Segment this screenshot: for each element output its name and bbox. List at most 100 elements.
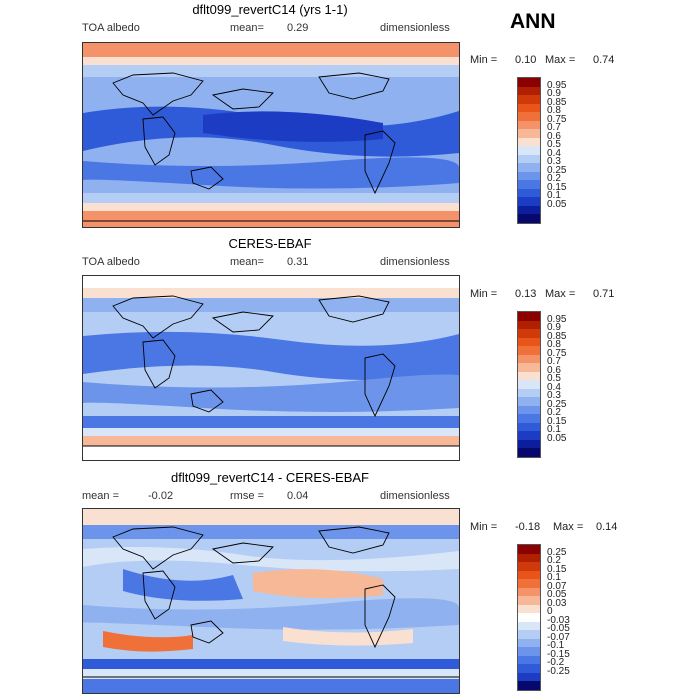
panel1-colorbar bbox=[517, 77, 541, 224]
colorbar-segment bbox=[518, 214, 540, 223]
panel1-min-value: 0.10 bbox=[515, 54, 537, 66]
colorbar-tick-label: 0.4 bbox=[547, 381, 561, 393]
colorbar-segment bbox=[518, 647, 540, 656]
panel3-coastlines bbox=[83, 526, 459, 678]
panel3-max-value: 0.14 bbox=[596, 521, 618, 533]
colorbar-tick-label: -0.05 bbox=[547, 623, 570, 634]
colorbar-segment bbox=[518, 86, 540, 95]
colorbar-segment bbox=[518, 346, 540, 355]
panel3-rmse-label: rmse = bbox=[230, 490, 264, 502]
colorbar-segment bbox=[518, 95, 540, 104]
colorbar-tick-label: 0.4 bbox=[547, 147, 561, 159]
colorbar-segment bbox=[518, 312, 540, 321]
colorbar-segment bbox=[518, 422, 540, 431]
colorbar-tick-label: 0.95 bbox=[547, 313, 567, 325]
panel2-max-value: 0.71 bbox=[593, 288, 615, 300]
colorbar-segment bbox=[518, 154, 540, 163]
panel3-mean-value: -0.02 bbox=[148, 490, 174, 502]
colorbar-tick-label: -0.1 bbox=[547, 640, 565, 651]
colorbar-segment bbox=[518, 371, 540, 380]
colorbar-segment bbox=[518, 621, 540, 630]
colorbar-tick-label: 0.15 bbox=[547, 181, 567, 193]
colorbar-tick-label: 0.03 bbox=[547, 597, 567, 609]
colorbar-tick-label: 0.1 bbox=[547, 572, 561, 583]
colorbar-tick-label: 0.25 bbox=[547, 546, 567, 558]
panel3-min-label: Min = bbox=[470, 521, 498, 533]
panel2-min-value: 0.13 bbox=[515, 288, 537, 300]
panel2-min-label: Min = bbox=[470, 288, 498, 300]
colorbar-segment bbox=[518, 120, 540, 129]
colorbar-tick-label: 0.8 bbox=[547, 339, 561, 350]
panel3-title: dflt099_revertC14 - CERES-EBAF bbox=[171, 470, 369, 485]
panel1-left-label: TOA albedo bbox=[82, 22, 140, 34]
colorbar-segment bbox=[518, 354, 540, 363]
colorbar-tick-label: 0.25 bbox=[547, 164, 567, 176]
colorbar-segment bbox=[518, 672, 540, 681]
panel1-min-label: Min = bbox=[470, 54, 498, 66]
panel1-mean-value: 0.29 bbox=[287, 22, 309, 34]
colorbar-segment bbox=[518, 337, 540, 346]
colorbar-tick-label: 0.85 bbox=[547, 330, 567, 342]
colorbar-tick-label: 0.05 bbox=[547, 589, 567, 600]
panel1-units: dimensionless bbox=[380, 22, 450, 34]
colorbar-tick-label: 0.1 bbox=[547, 190, 561, 201]
colorbar-segment bbox=[518, 664, 540, 673]
colorbar-segment bbox=[518, 630, 540, 639]
colorbar-segment bbox=[518, 579, 540, 588]
colorbar-segment bbox=[518, 112, 540, 121]
colorbar-segment bbox=[518, 587, 540, 596]
colorbar-segment bbox=[518, 137, 540, 146]
colorbar-segment bbox=[518, 363, 540, 372]
panel3-rmse-value: 0.04 bbox=[287, 490, 309, 502]
panel2-left-label: TOA albedo bbox=[82, 256, 140, 268]
panel2-title: CERES-EBAF bbox=[228, 236, 312, 251]
panel3-colorbar bbox=[517, 544, 541, 691]
panel2-map bbox=[82, 275, 460, 461]
colorbar-segment bbox=[518, 146, 540, 155]
panel2-mean-label: mean= bbox=[230, 256, 264, 268]
colorbar-segment bbox=[518, 205, 540, 214]
panel2-max-label: Max = bbox=[545, 288, 576, 300]
colorbar-tick-label: 0.9 bbox=[547, 322, 561, 333]
colorbar-segment bbox=[518, 397, 540, 406]
colorbar-segment bbox=[518, 431, 540, 440]
colorbar-tick-label: 0.6 bbox=[547, 130, 561, 142]
colorbar-segment bbox=[518, 329, 540, 338]
panel3-min-value: -0.18 bbox=[515, 521, 541, 533]
colorbar-segment bbox=[518, 613, 540, 622]
colorbar-tick-label: 0.75 bbox=[547, 113, 567, 125]
colorbar-tick-label: 0.2 bbox=[547, 407, 561, 418]
panel1-title: dflt099_revertC14 (yrs 1-1) bbox=[192, 2, 348, 17]
colorbar-tick-label: 0.15 bbox=[547, 415, 567, 427]
colorbar-tick-label: 0.07 bbox=[547, 580, 567, 592]
panel2-mean-value: 0.31 bbox=[287, 256, 309, 268]
colorbar-segment bbox=[518, 562, 540, 571]
panel1-map-svg bbox=[83, 43, 459, 227]
colorbar-tick-label: 0.7 bbox=[547, 356, 561, 367]
colorbar-tick-label: 0.85 bbox=[547, 96, 567, 108]
colorbar-tick-label: -0.07 bbox=[547, 631, 570, 643]
colorbar-segment bbox=[518, 655, 540, 664]
colorbar-segment bbox=[518, 439, 540, 448]
panel3-mean-label: mean = bbox=[82, 490, 119, 502]
colorbar-tick-label: -0.25 bbox=[547, 665, 570, 677]
colorbar-tick-label: 0.9 bbox=[547, 88, 561, 99]
panel1-max-value: 0.74 bbox=[593, 54, 615, 66]
colorbar-tick-label: 0.95 bbox=[547, 79, 567, 91]
panel2-map-svg bbox=[83, 276, 459, 460]
colorbar-segment bbox=[518, 448, 540, 457]
colorbar-segment bbox=[518, 545, 540, 554]
colorbar-tick-label: 0.05 bbox=[547, 198, 567, 210]
colorbar-tick-label: 0.3 bbox=[547, 390, 561, 401]
colorbar-segment bbox=[518, 103, 540, 112]
colorbar-tick-label: 0.3 bbox=[547, 156, 561, 167]
colorbar-tick-label: 0 bbox=[547, 606, 553, 617]
panel3-map bbox=[82, 508, 460, 694]
colorbar-tick-label: -0.15 bbox=[547, 648, 570, 660]
colorbar-tick-label: 0.75 bbox=[547, 347, 567, 359]
colorbar-segment bbox=[518, 596, 540, 605]
colorbar-segment bbox=[518, 380, 540, 389]
panel2-colorbar bbox=[517, 311, 541, 458]
colorbar-segment bbox=[518, 163, 540, 172]
colorbar-segment bbox=[518, 681, 540, 690]
